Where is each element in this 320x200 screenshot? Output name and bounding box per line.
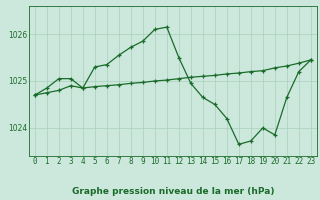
Text: Graphe pression niveau de la mer (hPa): Graphe pression niveau de la mer (hPa): [72, 187, 274, 196]
